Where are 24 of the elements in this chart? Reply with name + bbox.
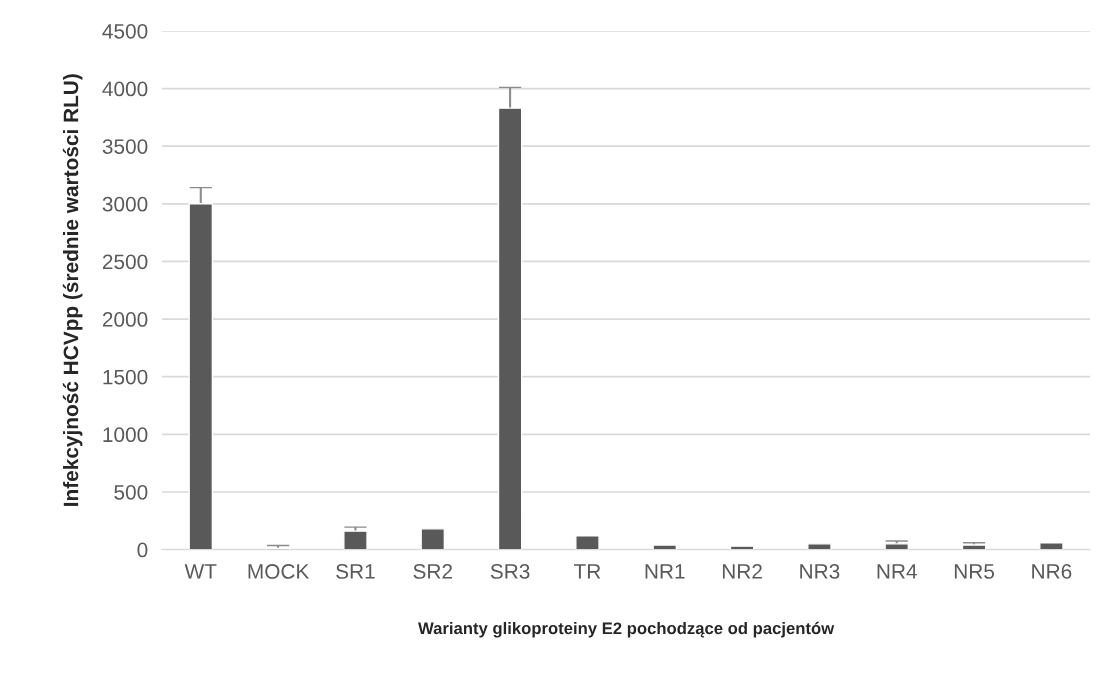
y-tick-label: 1000: [103, 427, 148, 443]
x-tick-label: MOCK: [248, 564, 310, 579]
x-tick-label: NR3: [800, 564, 840, 579]
y-tick-label: 0: [137, 542, 148, 558]
x-tick-label: SR1: [336, 564, 375, 579]
x-tick-label: NR6: [1032, 564, 1072, 579]
y-tick-label: 3500: [102, 139, 148, 154]
x-axis-title: Warianty glikoproteiny E2 pochodzące od pacjentów: [418, 621, 835, 638]
x-tick-label: SR3: [490, 564, 530, 579]
y-tick-label: 4000: [102, 81, 148, 97]
x-tick-label: NR4: [877, 564, 917, 579]
y-tick-label: 3000: [102, 196, 148, 212]
y-tick-label: 1500: [103, 369, 148, 385]
x-tick-label: NR5: [954, 564, 995, 579]
x-tick-label: SR2: [413, 564, 452, 579]
y-axis-title: Infekcyjność HCVpp (średnie wartości RLU): [62, 74, 83, 506]
x-tick-label: NR2: [722, 564, 762, 579]
y-tick-label: 4500: [102, 23, 148, 39]
y-tick-label: 2000: [102, 312, 148, 327]
x-tick-label: WT: [184, 564, 217, 579]
x-tick-label: NR1: [645, 564, 685, 579]
x-tick-label: TR: [574, 564, 601, 579]
y-tick-label: 2500: [102, 254, 148, 270]
y-tick-label: 500: [114, 484, 148, 500]
